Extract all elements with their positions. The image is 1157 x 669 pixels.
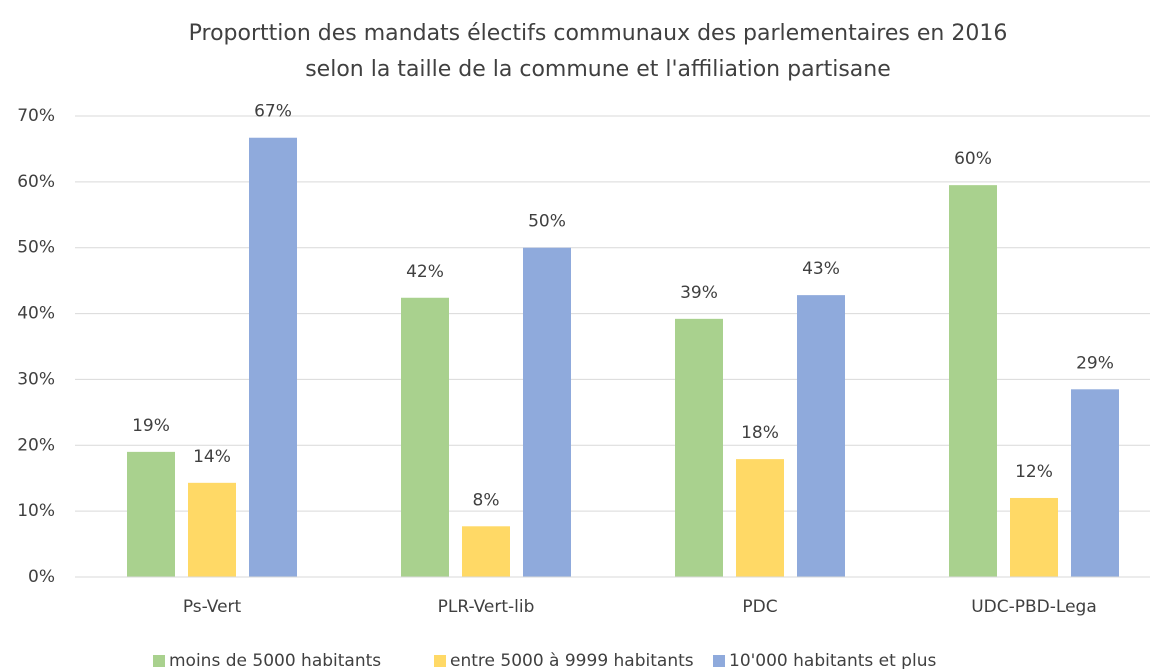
y-tick-label: 70% — [17, 106, 55, 126]
y-tick-label: 50% — [17, 238, 55, 258]
bar — [188, 482, 236, 577]
bar — [401, 297, 449, 577]
x-tick-label: UDC-PBD-Lega — [971, 597, 1097, 617]
y-tick-label: 20% — [17, 435, 55, 455]
bar — [462, 526, 510, 577]
legend-swatch — [434, 655, 446, 667]
data-label: 42% — [406, 262, 444, 282]
legend-label: moins de 5000 habitants — [169, 651, 381, 669]
data-label: 8% — [473, 490, 500, 510]
bar — [127, 451, 175, 577]
data-label: 19% — [132, 416, 170, 436]
bar — [675, 318, 723, 577]
y-tick-label: 60% — [17, 172, 55, 192]
bar — [949, 185, 997, 577]
bar — [736, 459, 784, 577]
data-label: 67% — [254, 102, 292, 122]
x-tick-label: Ps-Vert — [183, 597, 242, 617]
legend-label: entre 5000 à 9999 habitants — [450, 651, 694, 669]
y-tick-label: 40% — [17, 304, 55, 324]
legend-swatch — [713, 655, 725, 667]
data-label: 29% — [1076, 353, 1114, 373]
chart-title: selon la taille de la commune et l'affil… — [305, 57, 891, 82]
bar — [523, 247, 571, 577]
data-label: 12% — [1015, 462, 1053, 482]
data-label: 60% — [954, 149, 992, 169]
y-tick-label: 10% — [17, 501, 55, 521]
data-label: 14% — [193, 447, 231, 467]
data-label: 50% — [528, 212, 566, 232]
bar — [249, 137, 297, 578]
x-tick-label: PDC — [742, 597, 777, 617]
legend-label: 10'000 habitants et plus — [729, 651, 936, 669]
data-label: 43% — [802, 259, 840, 279]
data-label: 18% — [741, 423, 779, 443]
bar — [1010, 497, 1058, 577]
data-label: 39% — [680, 283, 718, 303]
legend-swatch — [153, 655, 165, 667]
y-tick-label: 30% — [17, 369, 55, 389]
bar — [797, 295, 845, 577]
y-tick-label: 0% — [28, 567, 55, 587]
bar — [1071, 389, 1119, 577]
chart-title: Proporttion des mandats électifs communa… — [189, 21, 1008, 46]
x-tick-label: PLR-Vert-lib — [438, 597, 535, 617]
